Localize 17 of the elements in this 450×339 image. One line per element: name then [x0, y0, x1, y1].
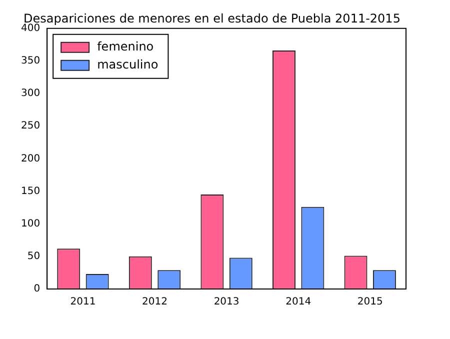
x-tick-label: 2012 — [142, 296, 168, 308]
y-tick-label: 200 — [20, 153, 40, 164]
y-tick-label: 0 — [34, 284, 40, 295]
x-tick-label: 2015 — [357, 296, 383, 308]
x-tick-label: 2011 — [70, 296, 96, 308]
y-tick-label: 400 — [20, 22, 40, 34]
legend-label: masculino — [97, 58, 158, 72]
legend-label: femenino — [97, 40, 154, 54]
y-tick-label: 100 — [20, 218, 40, 230]
chart-title: Desapariciones de menores en el estado de Puebla 2011-2015 — [24, 11, 400, 26]
y-tick-label: 50 — [27, 251, 40, 262]
y-tick-label: 300 — [20, 88, 40, 100]
y-tick-label: 350 — [20, 56, 40, 67]
x-tick-label: 2014 — [286, 296, 312, 308]
y-tick-label: 250 — [20, 120, 40, 132]
y-tick-label: 150 — [20, 186, 40, 197]
x-tick-label: 2013 — [214, 296, 240, 308]
